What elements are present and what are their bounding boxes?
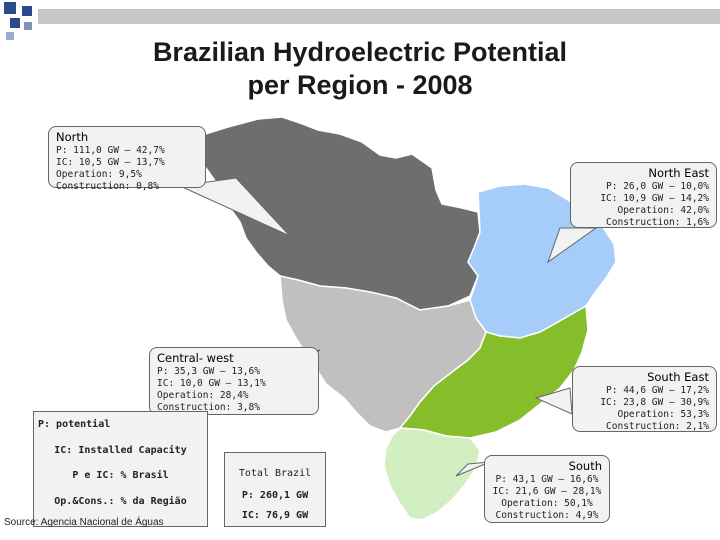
callout-south-east-potential: P: 44,6 GW – 17,2% [606, 385, 709, 396]
callout-south-name: South [568, 459, 602, 473]
callout-north-name: North [56, 130, 89, 144]
total-brazil-label: Total Brazil [238, 468, 312, 479]
callout-central-west-name: Central- west [157, 351, 234, 365]
callout-south-east-installed: IC: 23,8 GW – 30,9% [600, 397, 709, 408]
region-south-east [398, 304, 589, 439]
pointer-south-east [534, 387, 573, 415]
region-south [383, 427, 481, 521]
callout-central-west-construction: Construction: 3,8% [157, 402, 260, 413]
legend-percent-region: Op.&Cons.: % da Região [54, 496, 187, 507]
callout-south-operation: Operation: 50,1% [501, 498, 593, 509]
pointer-north [178, 177, 291, 237]
callout-south-installed: IC: 21,6 GW – 28,1% [492, 486, 602, 497]
callout-north: North P: 111,0 GW – 42,7% IC: 10,5 GW – … [48, 126, 206, 192]
legend-box: P: potential IC: Installed Capacity P e … [33, 411, 208, 527]
callout-north-east-potential: P: 26,0 GW – 10,0% [606, 181, 709, 192]
callout-north-east-installed: IC: 10,9 GW – 14,2% [600, 193, 709, 204]
callout-central-west-installed: IC: 10,0 GW – 13,1% [157, 378, 266, 389]
callout-central-west: Central- west P: 35,3 GW – 13,6% IC: 10,… [149, 347, 319, 415]
title-line-1: Brazilian Hydroelectric Potential [152, 37, 568, 67]
callout-south-east: South East P: 44,6 GW – 17,2% IC: 23,8 G… [572, 366, 717, 432]
callout-central-west-operation: Operation: 28,4% [157, 390, 249, 401]
legend-potential: P: potential [38, 419, 111, 430]
callout-south-east-name: South East [647, 370, 709, 384]
callout-south-east-operation: Operation: 53,3% [617, 409, 709, 420]
callout-north-east-name: North East [648, 166, 709, 180]
total-brazil-potential: P: 260,1 GW [241, 490, 309, 501]
callout-south-potential: P: 43,1 GW – 16,6% [495, 474, 599, 485]
callout-south-construction: Construction: 4,9% [495, 510, 599, 521]
source-note: Source: Agencia Nacional de Águas [4, 517, 164, 528]
region-north [166, 116, 481, 311]
callout-north-installed: IC: 10,5 GW – 13,7% [56, 157, 165, 168]
legend-percent-brasil: P e IC: % Brasil [72, 470, 169, 481]
callout-north-operation: Operation: 9,5% [56, 169, 142, 180]
title-line-2: per Region - 2008 [247, 70, 473, 100]
legend-installed-capacity: IC: Installed Capacity [54, 445, 187, 456]
callout-north-construction: Construction: 0,8% [56, 181, 159, 192]
total-brazil-installed: IC: 76,9 GW [241, 510, 309, 521]
callout-north-east-operation: Operation: 42,0% [617, 205, 709, 216]
pointer-north-east [547, 227, 598, 264]
page-title: Brazilian Hydroelectric Potential per Re… [0, 36, 720, 102]
callout-south-east-construction: Construction: 2,1% [606, 421, 709, 432]
callout-north-potential: P: 111,0 GW – 42,7% [56, 145, 165, 156]
callout-north-east-construction: Construction: 1,6% [606, 217, 709, 228]
pointer-south [455, 461, 491, 477]
callout-south: South P: 43,1 GW – 16,6% IC: 21,6 GW – 2… [484, 455, 610, 523]
callout-central-west-potential: P: 35,3 GW – 13,6% [157, 366, 260, 377]
callout-north-east: North East P: 26,0 GW – 10,0% IC: 10,9 G… [570, 162, 717, 228]
header-decoration [4, 2, 720, 40]
total-brazil-box: Total Brazil P: 260,1 GW IC: 76,9 GW [224, 452, 326, 527]
